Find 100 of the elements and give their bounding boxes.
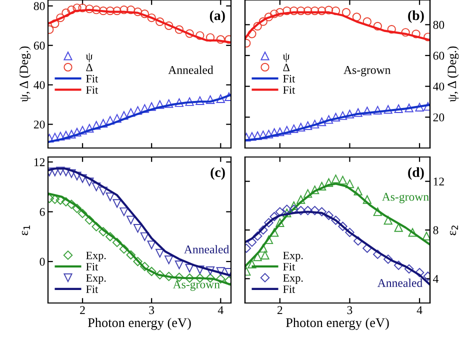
point bbox=[84, 215, 94, 225]
point bbox=[345, 110, 354, 118]
point bbox=[140, 232, 149, 241]
point bbox=[85, 124, 94, 133]
point bbox=[174, 25, 184, 34]
point bbox=[345, 228, 354, 238]
point bbox=[276, 128, 284, 136]
x-tick-label: 4 bbox=[416, 306, 422, 314]
legend-label: Fit bbox=[86, 74, 98, 82]
point bbox=[310, 186, 320, 194]
point bbox=[276, 8, 284, 17]
legend-label: ψ bbox=[86, 53, 93, 62]
point bbox=[296, 122, 306, 132]
y2-tick-label: 4 bbox=[433, 274, 438, 283]
point bbox=[133, 256, 142, 266]
point bbox=[253, 22, 262, 31]
legend-label: Fit bbox=[86, 262, 98, 270]
point bbox=[92, 6, 101, 14]
point bbox=[324, 178, 334, 187]
legend-label: Exp. bbox=[283, 274, 303, 284]
point bbox=[174, 98, 184, 107]
point bbox=[394, 223, 403, 232]
legend-label: Exp. bbox=[86, 274, 106, 284]
point bbox=[422, 232, 430, 240]
point bbox=[258, 17, 268, 26]
legend-label: Exp. bbox=[86, 252, 106, 262]
point bbox=[216, 35, 225, 44]
point bbox=[67, 6, 76, 14]
x-axis-title: Photon energy (eV) bbox=[286, 318, 389, 330]
point bbox=[354, 186, 362, 196]
point bbox=[247, 238, 257, 247]
legend-label: Δ bbox=[86, 64, 93, 72]
legend-label: Fit bbox=[86, 86, 98, 94]
y2-tick-label: 80 bbox=[433, 20, 444, 29]
point bbox=[85, 178, 94, 186]
point bbox=[147, 102, 156, 111]
point bbox=[126, 216, 136, 224]
point bbox=[331, 216, 340, 225]
point bbox=[362, 195, 372, 204]
y-axis-title: ε$_{1}$ bbox=[22, 226, 30, 236]
point bbox=[67, 130, 76, 138]
point bbox=[373, 207, 382, 216]
point bbox=[72, 204, 82, 214]
y2-tick-label: 40 bbox=[433, 82, 444, 91]
point bbox=[146, 266, 156, 276]
point bbox=[140, 10, 149, 18]
point bbox=[140, 104, 149, 113]
point bbox=[140, 262, 150, 272]
annotation: (c) bbox=[210, 167, 225, 180]
point bbox=[373, 22, 382, 31]
point bbox=[126, 6, 136, 14]
point bbox=[415, 102, 424, 112]
point bbox=[414, 268, 424, 278]
point bbox=[78, 126, 87, 135]
point bbox=[119, 244, 129, 254]
y2-tick-label: 8 bbox=[433, 226, 438, 234]
point bbox=[50, 19, 60, 28]
point bbox=[67, 169, 76, 178]
annotation: (a) bbox=[210, 10, 225, 23]
y-axis-title: ψ, Δ (Deg.) bbox=[19, 46, 31, 102]
point bbox=[282, 6, 292, 16]
point bbox=[133, 8, 142, 16]
annotation: Annealed bbox=[377, 278, 422, 287]
point bbox=[331, 6, 340, 16]
point bbox=[338, 111, 348, 120]
point bbox=[66, 200, 76, 209]
point bbox=[296, 195, 306, 204]
point bbox=[106, 6, 114, 16]
point bbox=[196, 266, 204, 274]
point bbox=[120, 207, 128, 216]
point bbox=[133, 106, 142, 115]
point bbox=[362, 106, 372, 116]
y2-axis-title: ε$_{2}$ bbox=[450, 226, 458, 236]
point bbox=[98, 6, 108, 16]
point bbox=[270, 10, 279, 18]
y2-axis-title: ψ, Δ (Deg.) bbox=[447, 46, 459, 102]
point bbox=[384, 216, 392, 225]
point bbox=[147, 13, 156, 22]
point bbox=[185, 29, 194, 38]
point bbox=[404, 264, 414, 274]
y-tick-label: 6 bbox=[40, 208, 45, 216]
point bbox=[394, 260, 404, 270]
point bbox=[112, 6, 122, 16]
point bbox=[196, 31, 204, 40]
point bbox=[384, 105, 392, 114]
point bbox=[248, 260, 256, 268]
point bbox=[373, 106, 382, 115]
point bbox=[354, 108, 362, 117]
point bbox=[290, 6, 298, 16]
point bbox=[112, 199, 122, 208]
point bbox=[164, 272, 174, 282]
legend-label: ψ bbox=[282, 53, 290, 62]
point bbox=[387, 24, 396, 34]
point bbox=[352, 12, 362, 22]
y-tick-label: 12 bbox=[34, 158, 45, 166]
y-tick-label: 40 bbox=[34, 81, 45, 90]
point bbox=[106, 232, 115, 242]
point bbox=[303, 206, 312, 216]
point bbox=[164, 256, 174, 264]
annotation: (d) bbox=[408, 167, 424, 180]
